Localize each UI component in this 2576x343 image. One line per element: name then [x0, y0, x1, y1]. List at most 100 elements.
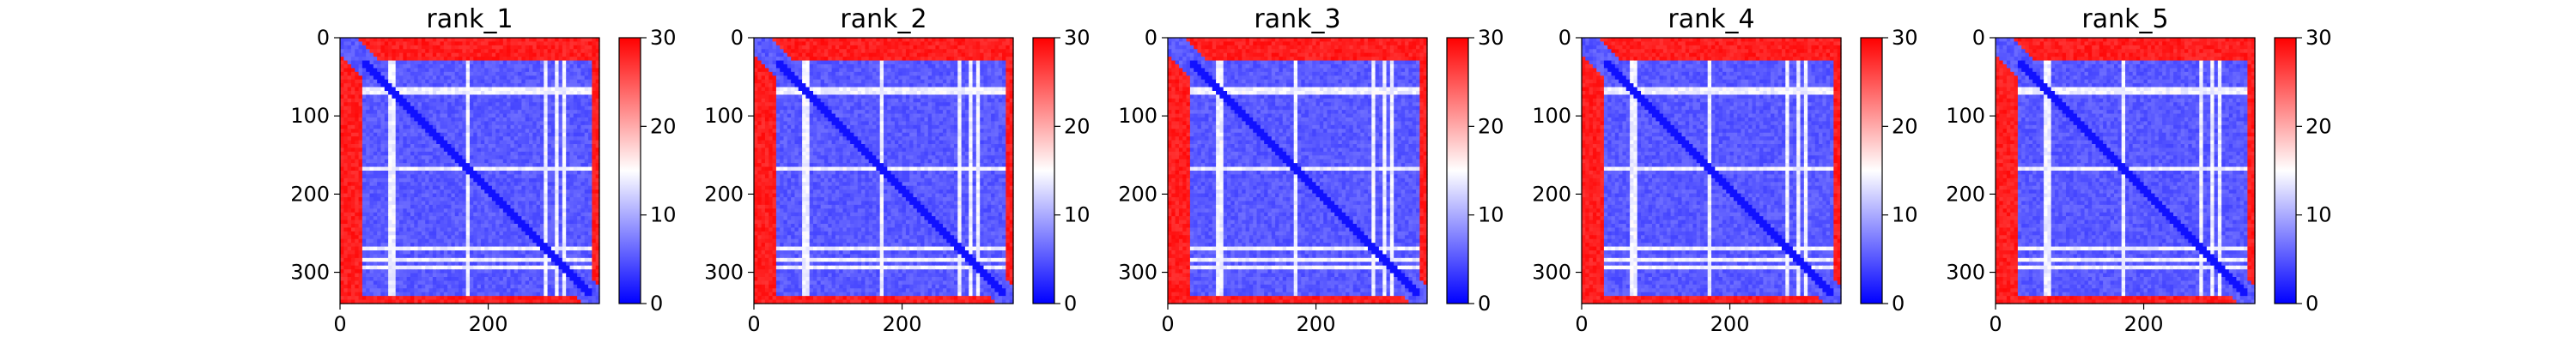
heatmap-cell [444, 269, 448, 274]
heatmap-cell [495, 216, 500, 220]
heatmap-cell [566, 247, 570, 251]
heatmap-cell [455, 208, 459, 213]
heatmap-cell [422, 64, 426, 69]
heatmap-cell [588, 49, 592, 53]
heatmap-cell [526, 129, 530, 133]
heatmap-cell [392, 80, 396, 84]
heatmap-cell [532, 61, 537, 65]
heatmap-cell [459, 136, 463, 141]
heatmap-cell [548, 136, 552, 141]
heatmap-cell [492, 274, 496, 278]
heatmap-cell [459, 250, 463, 255]
heatmap-cell [451, 129, 455, 133]
heatmap-cell [414, 224, 418, 228]
heatmap-cell [436, 159, 440, 164]
heatmap-cell [396, 292, 400, 297]
heatmap-cell [514, 147, 519, 152]
heatmap-cell [410, 147, 415, 152]
heatmap-cell [403, 75, 407, 80]
heatmap-cell [592, 266, 596, 270]
heatmap-cell [577, 262, 581, 266]
heatmap-cell [410, 235, 415, 239]
heatmap-cell [403, 64, 407, 69]
heatmap-cell [466, 57, 471, 61]
heatmap-cell [355, 208, 359, 213]
heatmap-cell [343, 61, 348, 65]
heatmap-cell [422, 57, 426, 61]
heatmap-cell [470, 216, 474, 220]
heatmap-cell [551, 220, 556, 225]
heatmap-cell [374, 141, 378, 145]
heatmap-cell [425, 205, 429, 209]
heatmap-cell [348, 45, 352, 50]
heatmap-cell [377, 83, 381, 87]
heatmap-cell [422, 114, 426, 118]
heatmap-cell [492, 152, 496, 156]
heatmap-cell [473, 243, 477, 247]
heatmap-cell [477, 80, 482, 84]
heatmap-cell [414, 64, 418, 69]
heatmap-cell [429, 129, 434, 133]
heatmap-cell [540, 197, 544, 202]
heatmap-cell [425, 159, 429, 164]
heatmap-cell [418, 125, 422, 129]
heatmap-cell [540, 155, 544, 159]
heatmap-cell [436, 99, 440, 103]
heatmap-cell [514, 87, 519, 92]
heatmap-cell [489, 80, 493, 84]
heatmap-cell [455, 220, 459, 225]
heatmap-cell [399, 72, 404, 76]
heatmap-cell [418, 280, 422, 285]
heatmap-cell [585, 121, 589, 125]
heatmap-cell [429, 141, 434, 145]
heatmap-cell [440, 80, 444, 84]
heatmap-cell [470, 280, 474, 285]
heatmap-cell [466, 213, 471, 217]
heatmap-cell [574, 197, 578, 202]
heatmap-cell [447, 258, 452, 262]
heatmap-cell [462, 224, 466, 228]
heatmap-cell [380, 266, 385, 270]
heatmap-cell [503, 110, 507, 114]
heatmap-cell [380, 254, 385, 258]
heatmap-cell [455, 133, 459, 137]
heatmap-cell [559, 186, 563, 190]
heatmap-cell [548, 57, 552, 61]
heatmap-cell [551, 38, 556, 42]
heatmap-cell [470, 250, 474, 255]
heatmap-cell [507, 114, 511, 118]
heatmap-cell [854, 38, 858, 42]
heatmap-cell [374, 80, 378, 84]
heatmap-cell [377, 68, 381, 72]
heatmap-cell [510, 208, 514, 213]
heatmap-cell [544, 41, 548, 45]
heatmap-cell [555, 159, 559, 164]
heatmap-cell [348, 292, 352, 297]
heatmap-cell [495, 117, 500, 122]
heatmap-cell [433, 197, 437, 202]
heatmap-cell [466, 87, 471, 92]
heatmap-cell [451, 68, 455, 72]
heatmap-cell [551, 197, 556, 202]
heatmap-cell [418, 117, 422, 122]
heatmap-cell [440, 87, 444, 92]
heatmap-cell [569, 121, 574, 125]
heatmap-cell [392, 250, 396, 255]
heatmap-cell [396, 38, 400, 42]
heatmap-cell [514, 205, 519, 209]
heatmap-cell [451, 38, 455, 42]
heatmap-cell [521, 235, 526, 239]
heatmap-cell [370, 235, 374, 239]
heatmap-cell [566, 171, 570, 175]
heatmap-cell [526, 68, 530, 72]
heatmap-cell [410, 144, 415, 148]
heatmap-cell [548, 155, 552, 159]
heatmap-cell [470, 174, 474, 178]
heatmap-cell [392, 133, 396, 137]
heatmap-cell [362, 129, 367, 133]
heatmap-cell [470, 232, 474, 236]
heatmap-cell [340, 274, 344, 278]
heatmap-cell [481, 110, 485, 114]
heatmap-cell [548, 53, 552, 57]
heatmap-cell [526, 235, 530, 239]
